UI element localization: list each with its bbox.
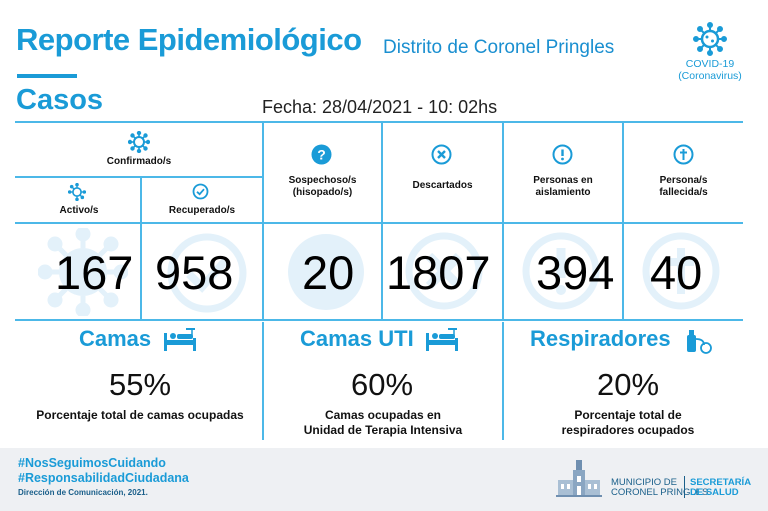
isolation-label-line2: aislamiento: [535, 187, 591, 198]
covid-badge: COVID-19 (Coronavirus): [668, 22, 752, 82]
respirator-icon: [687, 330, 712, 354]
question-watermark-icon: [288, 234, 364, 310]
respirators-description: Porcentaje total de respiradores ocupado…: [504, 408, 752, 438]
respirators-title: Respiradores: [530, 326, 671, 351]
report-date: Fecha: 28/04/2021 - 10: 02hs: [262, 97, 498, 117]
suspected-label-line2: (hisopado/s): [292, 187, 353, 198]
grid-line-top: [15, 121, 743, 123]
district-name: Distrito de Coronel Pringles: [383, 37, 615, 58]
grid-line-v4: [502, 121, 504, 319]
deceased-count: 40: [650, 246, 703, 299]
logo-divider: [684, 476, 685, 498]
virus-watermark-icon: [38, 228, 128, 316]
suspected-label: Sospechoso/s (hisopado/s): [264, 175, 381, 199]
beds-percentage: 55%: [108, 367, 172, 402]
icu-beds-title: Camas UTI: [300, 326, 414, 351]
municipality-line1: MUNICIPIO DE: [611, 477, 677, 488]
confirmed-label: Confirmado/s: [106, 156, 172, 167]
respirators-percentage: 20%: [596, 367, 660, 402]
icu-beds-description: Camas ocupadas en Unidad de Terapia Inte…: [264, 408, 502, 438]
deceased-label: Persona/s fallecida/s: [624, 175, 743, 199]
grid-line-table-bottom: [15, 319, 743, 321]
secretariat-line1: SECRETARÍA: [690, 477, 752, 488]
isolation-count: 394: [536, 246, 615, 299]
municipal-building-icon: [556, 460, 602, 497]
close-watermark-icon: [405, 232, 483, 310]
grid-line-cap-v2: [502, 322, 504, 440]
virus-icon: [693, 22, 727, 56]
bed-icon: [426, 328, 458, 351]
health-secretariat-text: SECRETARÍA DE SALUD: [690, 478, 751, 498]
discarded-count: 1807: [386, 246, 491, 299]
question-icon: ?: [311, 144, 332, 165]
grid-line-header-bottom: [15, 222, 743, 224]
icu-beds-description-line1: Camas ocupadas en: [324, 408, 442, 422]
deceased-label-line1: Persona/s: [659, 175, 708, 186]
title-underline: [17, 74, 77, 78]
secretariat-line2: DE SALUD: [690, 487, 739, 498]
grid-line-v2: [262, 121, 264, 319]
beds-title: Camas: [79, 326, 152, 351]
grid-line-cap-v1: [262, 322, 264, 440]
beds-description: Porcentaje total de camas ocupadas: [36, 408, 244, 422]
communication-credit: Dirección de Comunicación, 2021.: [18, 488, 148, 497]
active-label: Activo/s: [59, 205, 99, 216]
suspected-count: 20: [302, 246, 355, 299]
svg-text:?: ?: [317, 147, 326, 163]
check-circle-icon: [192, 183, 209, 200]
grid-line-v3: [381, 121, 383, 319]
virus-icon: [128, 131, 150, 153]
respirators-description-line2: respiradores ocupados: [561, 423, 695, 437]
section-casos: Casos: [16, 84, 104, 116]
check-watermark-icon: [167, 233, 247, 313]
bed-icon: [164, 328, 196, 351]
isolation-label-line1: Personas en: [533, 175, 593, 186]
icu-beds-description-line2: Unidad de Terapia Intensiva: [303, 423, 463, 437]
isolation-label: Personas en aislamiento: [504, 175, 622, 199]
recovered-count: 958: [155, 246, 234, 299]
grid-line-v1: [140, 176, 142, 319]
grid-line-confirmed-split: [15, 176, 263, 178]
exclamation-icon: [552, 144, 573, 165]
covid-label: COVID-19: [685, 58, 735, 70]
close-circle-icon: [431, 144, 452, 165]
deceased-label-line2: fallecida/s: [659, 187, 708, 198]
report-title: Reporte Epidemiológico: [16, 22, 362, 57]
virus-icon: [68, 183, 86, 201]
municipality-line2: CORONEL PRINGLES: [611, 487, 709, 498]
municipality-logo-text: MUNICIPIO DE CORONEL PRINGLES: [611, 478, 708, 498]
covid-sublabel: (Coronavirus): [678, 70, 742, 82]
hashtag-cuidando: #NosSeguimosCuidando: [18, 456, 166, 470]
cross-icon: [673, 144, 694, 165]
recovered-label: Recuperado/s: [168, 205, 236, 216]
active-count: 167: [55, 246, 134, 299]
discarded-label: Descartados: [412, 180, 473, 191]
respirators-description-line1: Porcentaje total de: [574, 408, 682, 422]
hashtag-responsabilidad: #ResponsabilidadCiudadana: [18, 471, 189, 485]
grid-line-v5: [622, 121, 624, 319]
icu-beds-percentage: 60%: [350, 367, 414, 402]
exclamation-watermark-icon: [522, 232, 600, 310]
suspected-label-line1: Sospechoso/s: [288, 175, 357, 186]
footer: [0, 448, 768, 511]
cross-watermark-icon: [642, 232, 720, 310]
